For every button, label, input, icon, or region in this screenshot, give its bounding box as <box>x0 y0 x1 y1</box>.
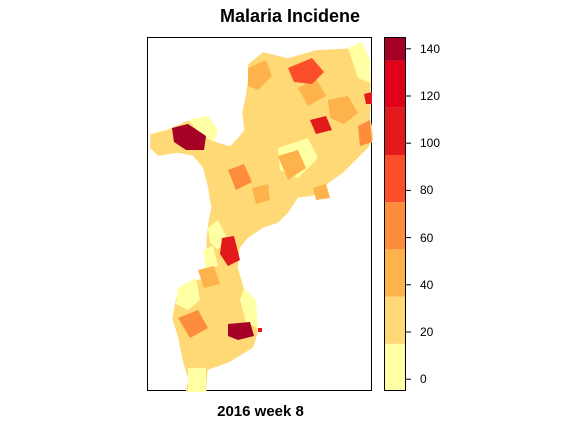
legend-tick-label: 0 <box>420 372 427 387</box>
region-northwest <box>188 116 218 142</box>
legend-swatch <box>384 155 406 203</box>
region-north-c <box>328 96 358 124</box>
region-east-south <box>240 288 258 328</box>
region-coast-east <box>358 120 372 146</box>
region-coast-red <box>364 92 372 104</box>
region-south-redspot <box>258 328 262 332</box>
legend-swatch <box>384 249 406 297</box>
color-legend <box>384 37 412 391</box>
region-center-c <box>252 184 270 204</box>
legend-swatch <box>384 343 406 391</box>
region-mid-west <box>203 246 218 270</box>
region-north-a <box>248 60 272 90</box>
legend-tick-label: 20 <box>420 325 434 339</box>
region-south-west <box>176 278 200 310</box>
legend-tick-label: 120 <box>420 89 441 103</box>
legend-tick-label: 140 <box>420 41 441 56</box>
region-west-darkred <box>172 124 206 150</box>
legend-border <box>384 37 406 391</box>
legend-swatch <box>384 202 406 250</box>
map-panel <box>147 37 373 392</box>
region-north-b <box>298 78 326 106</box>
region-south-darkred <box>228 322 254 340</box>
region-northeast-red <box>310 116 332 134</box>
region-central-red <box>220 236 240 266</box>
region-north-red <box>288 58 324 84</box>
legend-tick-label: 80 <box>420 183 434 198</box>
region-south-tip <box>188 368 206 392</box>
region-south-a <box>198 266 220 288</box>
region-mid-east <box>313 184 330 200</box>
country-outline <box>149 41 373 392</box>
region-north-coast <box>348 42 370 83</box>
legend-swatch <box>384 107 406 155</box>
legend-swatch <box>384 37 406 61</box>
legend-swatch <box>384 296 406 344</box>
region-center-b <box>228 164 252 190</box>
legend-tick-label: 100 <box>420 136 441 151</box>
legend-tick-label: 40 <box>420 277 434 292</box>
map-subtitle: 2016 week 8 <box>217 403 304 420</box>
region-south-b <box>178 310 208 338</box>
mozambique-map <box>149 41 373 392</box>
legend-bar <box>384 37 411 391</box>
legend-tick-label: 60 <box>420 230 434 245</box>
map-title: Malaria Incidene <box>219 6 361 26</box>
legend-swatch <box>384 60 406 108</box>
region-center-a <box>278 150 306 180</box>
